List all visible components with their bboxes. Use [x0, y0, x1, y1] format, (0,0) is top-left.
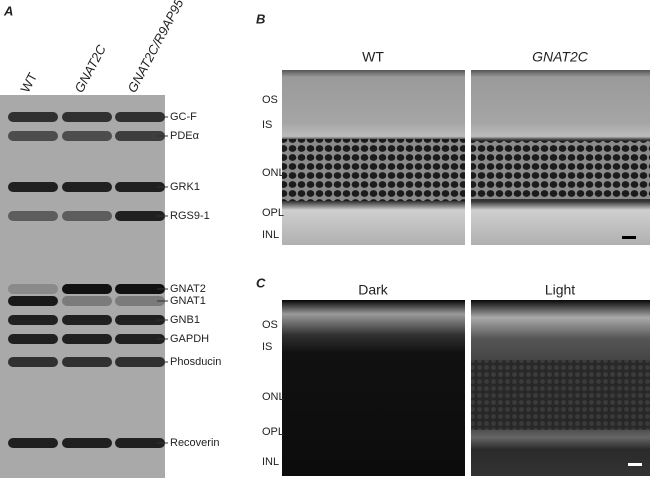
column-label: Dark	[358, 282, 389, 298]
fluorescence-images	[282, 300, 650, 476]
lane-label: GNAT2C	[71, 42, 109, 95]
band-label: GNAT2	[170, 283, 206, 295]
band	[62, 315, 112, 325]
band-label: GNB1	[170, 314, 200, 326]
band	[62, 334, 112, 344]
band	[8, 438, 58, 448]
panel-label: A	[3, 3, 13, 18]
column-label: Light	[545, 282, 575, 298]
layer-label: OPL	[262, 426, 284, 438]
band-label: GC-F	[170, 111, 197, 123]
panel-label: B	[256, 11, 265, 26]
lane-label: WT	[17, 70, 40, 95]
band	[62, 182, 112, 192]
band-label: GAPDH	[170, 333, 209, 345]
layer-label: OS	[262, 319, 278, 331]
band-label: GNAT1	[170, 295, 206, 307]
band	[8, 182, 58, 192]
lane-label: GNAT2C/R9AP95	[124, 0, 186, 95]
band-label: RGS9-1	[170, 210, 210, 222]
band-label: Phosducin	[170, 356, 221, 368]
band	[115, 182, 165, 192]
band-label: PDEα	[170, 130, 200, 142]
histology-images	[282, 70, 650, 245]
band	[115, 112, 165, 122]
band	[115, 131, 165, 141]
band	[62, 284, 112, 294]
band	[115, 334, 165, 344]
band	[8, 284, 58, 294]
band	[115, 357, 165, 367]
band	[62, 112, 112, 122]
layer-label: IS	[262, 341, 272, 353]
layer-label: INL	[262, 456, 279, 468]
band	[62, 357, 112, 367]
band	[8, 334, 58, 344]
layer-label: IS	[262, 119, 272, 131]
layer-label: OS	[262, 94, 278, 106]
band-label: GRK1	[170, 181, 200, 193]
band-label: Recoverin	[170, 437, 220, 449]
band	[115, 438, 165, 448]
column-label: WT	[362, 49, 384, 65]
band	[115, 315, 165, 325]
band	[8, 112, 58, 122]
column-label: GNAT2C	[532, 49, 589, 65]
band	[115, 284, 165, 294]
layer-label: ONL	[262, 167, 285, 179]
band	[8, 211, 58, 221]
band	[115, 296, 165, 306]
layer-label: ONL	[262, 391, 285, 403]
band	[8, 315, 58, 325]
band	[8, 357, 58, 367]
band	[115, 211, 165, 221]
band	[8, 131, 58, 141]
band	[62, 296, 112, 306]
band	[62, 438, 112, 448]
band	[62, 211, 112, 221]
band	[8, 296, 58, 306]
layer-label: INL	[262, 229, 279, 241]
band	[62, 131, 112, 141]
panel-label: C	[256, 275, 266, 290]
layer-label: OPL	[262, 207, 284, 219]
